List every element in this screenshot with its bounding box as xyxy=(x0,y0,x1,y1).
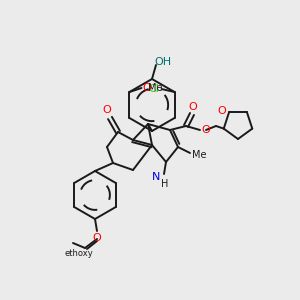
Text: Me: Me xyxy=(192,150,206,160)
Text: O: O xyxy=(103,105,111,115)
Text: N: N xyxy=(152,172,160,182)
Text: H: H xyxy=(161,179,169,189)
Text: O: O xyxy=(218,106,226,116)
Text: O: O xyxy=(93,233,101,243)
Text: O: O xyxy=(142,83,151,93)
Text: OH: OH xyxy=(154,57,172,67)
Text: Me: Me xyxy=(148,83,163,93)
Text: ethoxy: ethoxy xyxy=(64,248,93,257)
Text: Cl: Cl xyxy=(148,84,159,94)
Text: O: O xyxy=(202,125,210,135)
Text: O: O xyxy=(189,102,197,112)
